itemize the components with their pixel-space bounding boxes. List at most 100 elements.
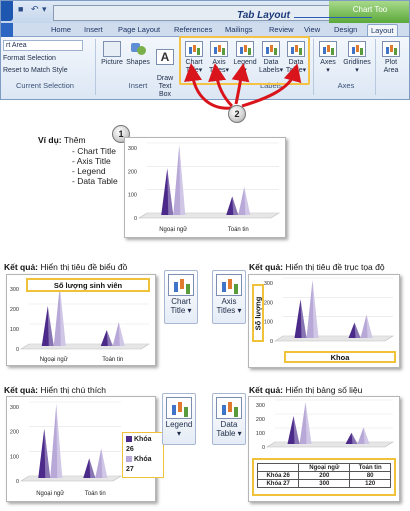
cone-highlight: [366, 314, 373, 338]
cone-bar: [299, 402, 312, 444]
legend-entry: Khóa 26: [126, 435, 160, 455]
example-heading: Ví dụ: Thêm: [38, 135, 86, 145]
axis-titles-button-large[interactable]: Axis Titles ▾: [212, 270, 246, 324]
result-label: Kết quả:: [4, 385, 38, 395]
undo-icon[interactable]: ↶: [31, 4, 39, 14]
chart-title-button-label-line2: Title ▾: [165, 306, 197, 315]
table-header-cell: Ngoại ngữ: [298, 463, 351, 472]
data-table-highlight: Ngoại ngữ Toán tin Khóa 26 200 80 Khóa 2…: [252, 458, 396, 496]
legend-button-large[interactable]: Legend ▾: [162, 393, 196, 445]
table-cell: 200: [298, 471, 351, 480]
result-label: Kết quả:: [249, 262, 283, 272]
x-category-label: Ngoại ngữ: [159, 227, 187, 233]
legend-label: Legend: [233, 59, 257, 66]
y-tick-label: 100: [128, 193, 137, 199]
group-divider: [313, 39, 314, 95]
legend-entry-label: Khóa 26: [126, 436, 152, 453]
x-category-label: Ngoại ngữ: [40, 357, 68, 363]
chart-title-label: Chart: [185, 59, 203, 66]
group-divider: [95, 39, 96, 95]
plot-area-button[interactable]: Plot Area: [379, 41, 403, 75]
tab-layout[interactable]: Layout: [367, 24, 398, 36]
legend-entry: Khóa 27: [126, 455, 160, 475]
y-tick-label: 100: [256, 431, 265, 437]
result-label-text: Hiển thị tiêu đề trục tọa độ: [283, 262, 385, 272]
cone-bar: [173, 145, 186, 215]
legend-swatch: [126, 456, 132, 463]
file-tab[interactable]: [1, 23, 13, 37]
shapes-icon: [129, 41, 147, 57]
chart-title-icon: [185, 41, 203, 57]
cone-bar: [226, 196, 239, 215]
cone-bar: [345, 432, 358, 444]
result-legend-caption: Kết quả: Hiển thị chú thích: [4, 385, 106, 395]
cone-highlight: [179, 145, 186, 215]
chart-title-text: Số lượng sinh viên: [53, 281, 123, 290]
save-icon[interactable]: ■: [18, 4, 24, 14]
dropdown-arrow-icon: ▾: [237, 306, 242, 315]
chart-title-button-label-line2-text: Title: [170, 306, 186, 315]
example-lead: Ví dụ:: [38, 135, 62, 145]
data-table-button-large[interactable]: Data Table ▾: [212, 393, 246, 445]
format-selection-button[interactable]: Format Selection: [3, 55, 56, 62]
picture-button[interactable]: Picture: [99, 41, 125, 67]
cone-highlight: [351, 432, 358, 444]
cone-highlight: [47, 306, 54, 346]
data-labels-button[interactable]: Data Labels▾: [259, 41, 283, 75]
bullet-data-table: - Data Table: [72, 176, 118, 186]
result-chart-title-caption: Kết quả: Hiển thị tiêu đề biểu đồ: [4, 262, 127, 272]
tab-mailings[interactable]: Mailings: [225, 25, 253, 34]
table-row: Khóa 26 200 80: [256, 471, 391, 480]
tab-home[interactable]: Home: [51, 25, 72, 34]
y-axis-title-highlight: Số lượng: [252, 284, 264, 342]
bullet-axis-title: - Axis Title: [72, 156, 111, 166]
x-category-label: Toán tin: [85, 491, 106, 497]
chart-with-axis-titles-svg: 0 100 200 300: [264, 277, 395, 345]
cone-highlight: [293, 416, 300, 444]
y-tick-label: 300: [256, 403, 265, 409]
dropdown-arrow-icon: ▾: [326, 67, 330, 74]
cone-highlight: [44, 428, 51, 478]
labels-group-highlight: [179, 36, 310, 85]
text-box-icon: A: [156, 49, 174, 65]
draw-text-box-button[interactable]: A Draw Text Box: [152, 41, 178, 99]
tab-design[interactable]: Design: [334, 25, 358, 34]
plot-area-label: Plot: [384, 59, 398, 66]
chart-title-highlight: Số lượng sinh viên: [26, 278, 150, 292]
chart-title-button-label: Chart: [171, 297, 191, 306]
step-badge-2: 2: [228, 105, 246, 123]
data-table-icon: [216, 397, 242, 419]
dropdown-arrow-icon[interactable]: ▾: [42, 4, 47, 14]
legend-swatch: [126, 436, 132, 443]
chart-element-dropdown[interactable]: rt Area: [3, 40, 83, 51]
y-tick-label: 300: [264, 281, 273, 287]
shapes-button[interactable]: Shapes: [125, 41, 151, 67]
x-category-label: Toán tin: [102, 357, 123, 363]
result-label: Kết quả:: [249, 385, 283, 395]
reset-to-match-style-button[interactable]: Reset to Match Style: [3, 67, 68, 74]
tab-review[interactable]: Review: [269, 25, 294, 34]
dropdown-arrow-icon: ▾: [237, 429, 242, 438]
ribbon: ■ ↶ ▾ Chart Too Home Insert Page Layout …: [0, 0, 410, 100]
tab-insert[interactable]: Insert: [84, 25, 103, 34]
chart-with-title-svg: 0 100 200 300 Ngoại ngữ Toán tin: [10, 283, 151, 363]
tab-view[interactable]: View: [304, 25, 321, 34]
office-button[interactable]: [1, 1, 13, 21]
gridlines-label: Gridlines: [343, 59, 371, 66]
y-tick-label: 0: [16, 347, 19, 353]
chart-title-button-large[interactable]: Chart Title ▾: [164, 270, 198, 324]
cone-bar: [348, 322, 361, 338]
group-label-current-selection: Current Selection: [16, 81, 74, 90]
cone-highlight: [118, 322, 125, 346]
cone-highlight: [89, 458, 96, 478]
gridlines-button[interactable]: Gridlines ▾: [341, 41, 373, 75]
tab-page-layout[interactable]: Page Layout: [118, 25, 161, 34]
dropdown-arrow-icon: ▾: [176, 429, 181, 438]
result-data-table-caption: Kết quả: Hiển thị bảng số liệu: [249, 385, 362, 395]
y-tick-label: 0: [262, 445, 265, 451]
cone-highlight: [56, 404, 63, 478]
axes-button[interactable]: Axes ▾: [317, 41, 339, 75]
cone-bar: [294, 299, 307, 338]
tab-references[interactable]: References: [174, 25, 213, 34]
cone-bar: [306, 280, 319, 338]
